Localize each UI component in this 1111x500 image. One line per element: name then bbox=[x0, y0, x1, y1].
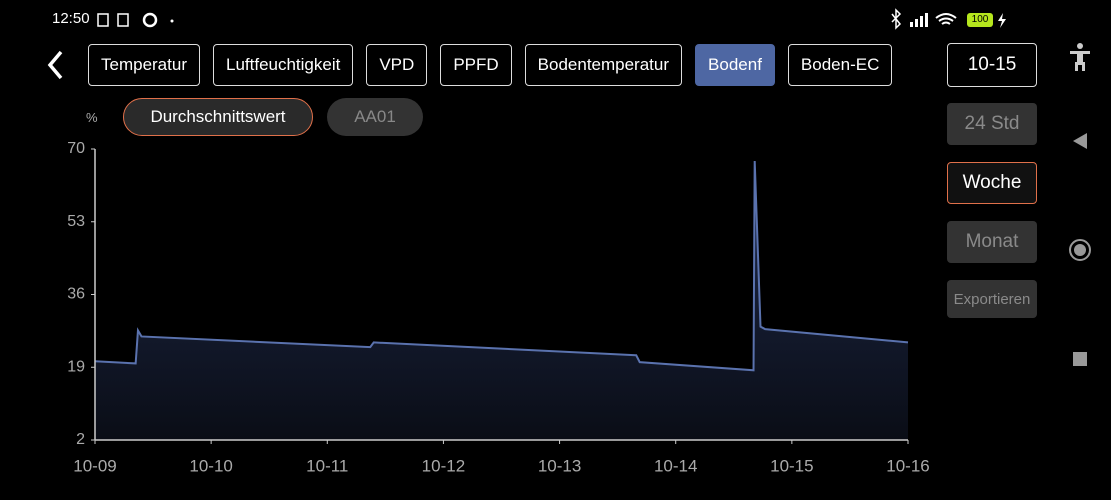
tab[interactable]: VPD bbox=[366, 44, 428, 86]
data-line bbox=[94, 160, 909, 372]
y-tick-label: 53 bbox=[67, 213, 85, 230]
status-icons bbox=[97, 12, 174, 28]
y-tick-label: 70 bbox=[67, 140, 85, 157]
charging-icon bbox=[998, 13, 1006, 28]
series-chip[interactable]: Durchschnittswert bbox=[123, 98, 313, 136]
y-tick-label: 19 bbox=[67, 358, 85, 375]
nav-bar bbox=[1069, 43, 1091, 366]
tab[interactable]: Boden-EC bbox=[787, 44, 893, 86]
tab[interactable]: Temperatur bbox=[88, 44, 200, 86]
tab-bar: Temperatur Luftfeuchtigkeit VPD PPFD Bodente… bbox=[88, 44, 935, 86]
back-button[interactable] bbox=[42, 48, 70, 82]
y-tick-label: 2 bbox=[76, 431, 85, 448]
chart: 2 19 36 53 70 10-09 10-10 10-11 10-12 10-13 10-14 1… bbox=[67, 140, 930, 475]
series-chip[interactable]: AA01 bbox=[327, 98, 423, 136]
tab[interactable]: Bodentemperatur bbox=[524, 44, 683, 86]
area-fill bbox=[95, 160, 908, 440]
tab[interactable]: Bodenf bbox=[695, 44, 775, 86]
tab[interactable]: Luftfeuchtigkeit bbox=[212, 44, 354, 86]
x-tick-label: 10-09 bbox=[73, 456, 116, 475]
x-tick-label: 10-10 bbox=[189, 456, 232, 475]
signal-icons bbox=[891, 8, 957, 30]
clock: 12:50 bbox=[52, 10, 90, 27]
battery: 100 bbox=[967, 13, 993, 27]
y-unit: % bbox=[86, 110, 98, 125]
x-tick-label: 10-12 bbox=[422, 456, 465, 475]
x-tick-label: 10-15 bbox=[770, 456, 813, 475]
date-button[interactable]: 10-15 bbox=[947, 43, 1037, 87]
range-button[interactable]: Woche bbox=[947, 162, 1037, 204]
x-tick-label: 10-11 bbox=[306, 456, 348, 475]
range-button[interactable]: 24 Std bbox=[947, 103, 1037, 145]
export-button[interactable]: Exportieren bbox=[947, 280, 1037, 318]
tab[interactable]: PPFD bbox=[440, 44, 512, 86]
x-tick-label: 10-14 bbox=[654, 456, 697, 475]
x-tick-label: 10-13 bbox=[538, 456, 581, 475]
x-tick-label: 10-16 bbox=[886, 456, 929, 475]
y-tick-label: 36 bbox=[67, 286, 85, 303]
range-button[interactable]: Monat bbox=[947, 221, 1037, 263]
